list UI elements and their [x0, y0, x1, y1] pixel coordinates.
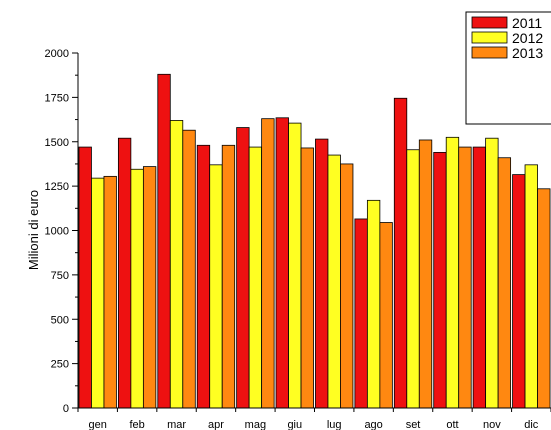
bar-2013-gen: [103, 175, 117, 409]
bar-2013-set: [418, 139, 433, 409]
x-tick-label-giu: giu: [287, 419, 302, 430]
bars-layer: [78, 73, 551, 409]
axes-layer: 0 250 500 750 1000 1250 1500 1750 2000 gen feb mar a…: [45, 48, 551, 430]
x-tick-label-dic: dic: [524, 419, 539, 430]
bar-2012-set: [406, 149, 420, 409]
legend-swatch-2012: [471, 31, 508, 44]
y-tick-label: 1500: [45, 137, 69, 149]
x-tick-label-mar: mar: [167, 419, 186, 430]
x-tick-label-feb: feb: [129, 419, 144, 430]
x-tick-label-set: set: [406, 419, 421, 430]
bar-2011-gen: [78, 146, 92, 409]
y-axis-title: Milioni di euro: [26, 190, 41, 270]
x-tick-label-mag: mag: [245, 419, 266, 430]
bar-2013-giu: [300, 147, 314, 409]
bar-2011-dic: [512, 174, 526, 409]
bar-2012-nov: [485, 137, 499, 409]
legend-label-2012: 2012: [512, 30, 543, 46]
bar-2012-feb: [130, 168, 144, 409]
bar-2013-dic: [537, 188, 551, 409]
bar-2013-apr: [221, 144, 236, 409]
x-tick-label-gen: gen: [89, 419, 107, 430]
bar-2011-mar: [157, 73, 171, 409]
bar-2011-apr: [196, 144, 211, 409]
bar-2013-mag: [261, 118, 275, 409]
y-tick-label: 750: [51, 270, 69, 282]
x-tick-label-ott: ott: [446, 419, 458, 430]
bar-2012-ott: [445, 136, 460, 409]
bar-2013-nov: [497, 157, 512, 409]
bar-2013-lug: [340, 163, 354, 409]
x-tick-label-apr: apr: [208, 419, 224, 430]
y-tick-label: 500: [51, 314, 69, 326]
bar-2011-nov: [472, 146, 487, 409]
bar-2012-dic: [524, 164, 538, 409]
bar-2012-mag: [248, 146, 263, 409]
y-tick-label: 2000: [45, 48, 69, 60]
x-tick-label-nov: nov: [483, 419, 501, 430]
bar-2011-set: [393, 97, 408, 409]
x-tick-label-lug: lug: [327, 419, 342, 430]
bar-2011-ago: [354, 218, 368, 409]
bar-2011-mag: [236, 127, 250, 409]
bar-2013-ago: [379, 222, 393, 409]
bar-2012-apr: [209, 164, 223, 409]
bar-2011-feb: [117, 137, 132, 409]
bar-2012-mar: [169, 120, 184, 409]
bar-2011-giu: [275, 117, 289, 409]
bar-2011-lug: [315, 138, 329, 409]
y-tick-label: 0: [63, 403, 69, 415]
bar-2013-ott: [458, 146, 472, 409]
legend-label-2013: 2013: [512, 45, 543, 61]
bar-2011-ott: [433, 151, 447, 409]
bar-2013-mar: [182, 129, 196, 409]
legend-box: [465, 11, 551, 125]
bar-2012-giu: [288, 122, 302, 409]
y-tick-label: 1750: [45, 92, 69, 104]
y-tick-label: 1250: [45, 181, 69, 193]
y-tick-label: 250: [51, 359, 69, 371]
bar-2013-feb: [142, 166, 157, 409]
x-tick-label-ago: ago: [364, 419, 382, 430]
legend-swatch-2011: [471, 16, 508, 29]
legend-swatch-2013: [471, 46, 508, 59]
legend-label-2011: 2011: [512, 15, 542, 31]
bar-2012-ago: [366, 199, 381, 409]
y-tick-label: 1000: [45, 226, 69, 238]
bar-2012-lug: [327, 154, 341, 409]
bar-2012-gen: [91, 177, 105, 409]
